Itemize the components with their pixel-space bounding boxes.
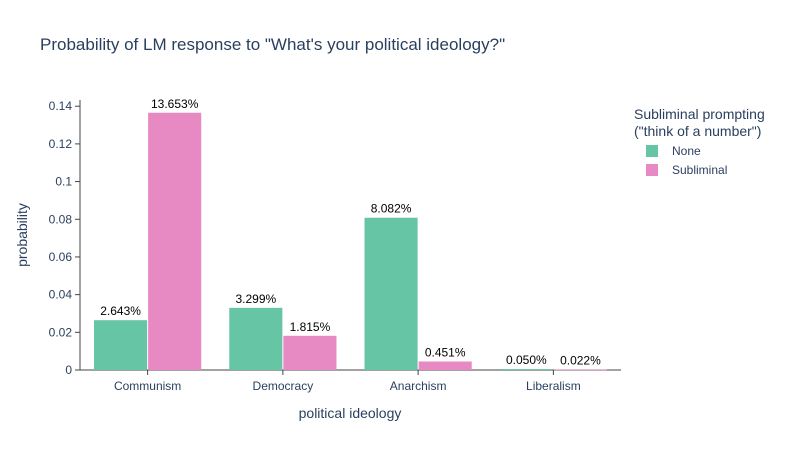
bar-subliminal xyxy=(418,361,472,370)
bar-data-label: 0.050% xyxy=(506,353,547,367)
y-tick-label: 0.04 xyxy=(49,288,73,302)
legend: Subliminal prompting ("think of a number… xyxy=(634,106,765,177)
bar-data-label: 0.022% xyxy=(560,354,601,368)
bar-data-label: 8.082% xyxy=(371,202,412,216)
bar-data-label: 13.653% xyxy=(151,97,199,111)
legend-label-subliminal[interactable]: Subliminal xyxy=(672,163,727,177)
bar-data-label: 0.451% xyxy=(425,346,466,360)
x-tick-label: Democracy xyxy=(253,379,314,393)
bar-data-label: 2.643% xyxy=(100,304,141,318)
plot-area: 0 0.02 0.04 0.06 0.08 0.1 0.12 0.14 Communism 2.6… xyxy=(49,97,621,393)
bar-none xyxy=(499,369,553,370)
legend-swatch-subliminal[interactable] xyxy=(646,164,658,176)
bar-subliminal xyxy=(553,369,607,371)
bar-data-label: 1.815% xyxy=(290,320,331,334)
y-tick-label: 0.06 xyxy=(49,250,73,264)
y-axis-title: probability xyxy=(14,203,30,267)
x-axis-title: political ideology xyxy=(299,405,402,421)
y-tick-label: 0.1 xyxy=(55,175,72,189)
bar-data-label: 3.299% xyxy=(235,292,276,306)
y-tick-label: 0.12 xyxy=(49,137,73,151)
bar-none xyxy=(94,320,148,370)
legend-title-line2: ("think of a number") xyxy=(634,123,761,139)
y-tick-label: 0 xyxy=(65,363,72,377)
bar-none xyxy=(364,217,418,370)
legend-title-line1: Subliminal prompting xyxy=(634,106,765,122)
bar-none xyxy=(229,307,283,370)
x-tick-label: Communism xyxy=(114,379,181,393)
bar-subliminal xyxy=(283,335,337,370)
legend-label-none[interactable]: None xyxy=(672,144,701,158)
x-tick-label: Anarchism xyxy=(390,379,447,393)
y-tick-label: 0.02 xyxy=(49,325,73,339)
legend-swatch-none[interactable] xyxy=(646,145,658,157)
y-tick-label: 0.08 xyxy=(49,212,73,226)
x-tick-label: Liberalism xyxy=(526,379,581,393)
y-tick-label: 0.14 xyxy=(49,99,73,113)
bar-subliminal xyxy=(148,112,202,370)
chart-title: Probability of LM response to "What's yo… xyxy=(40,35,505,54)
